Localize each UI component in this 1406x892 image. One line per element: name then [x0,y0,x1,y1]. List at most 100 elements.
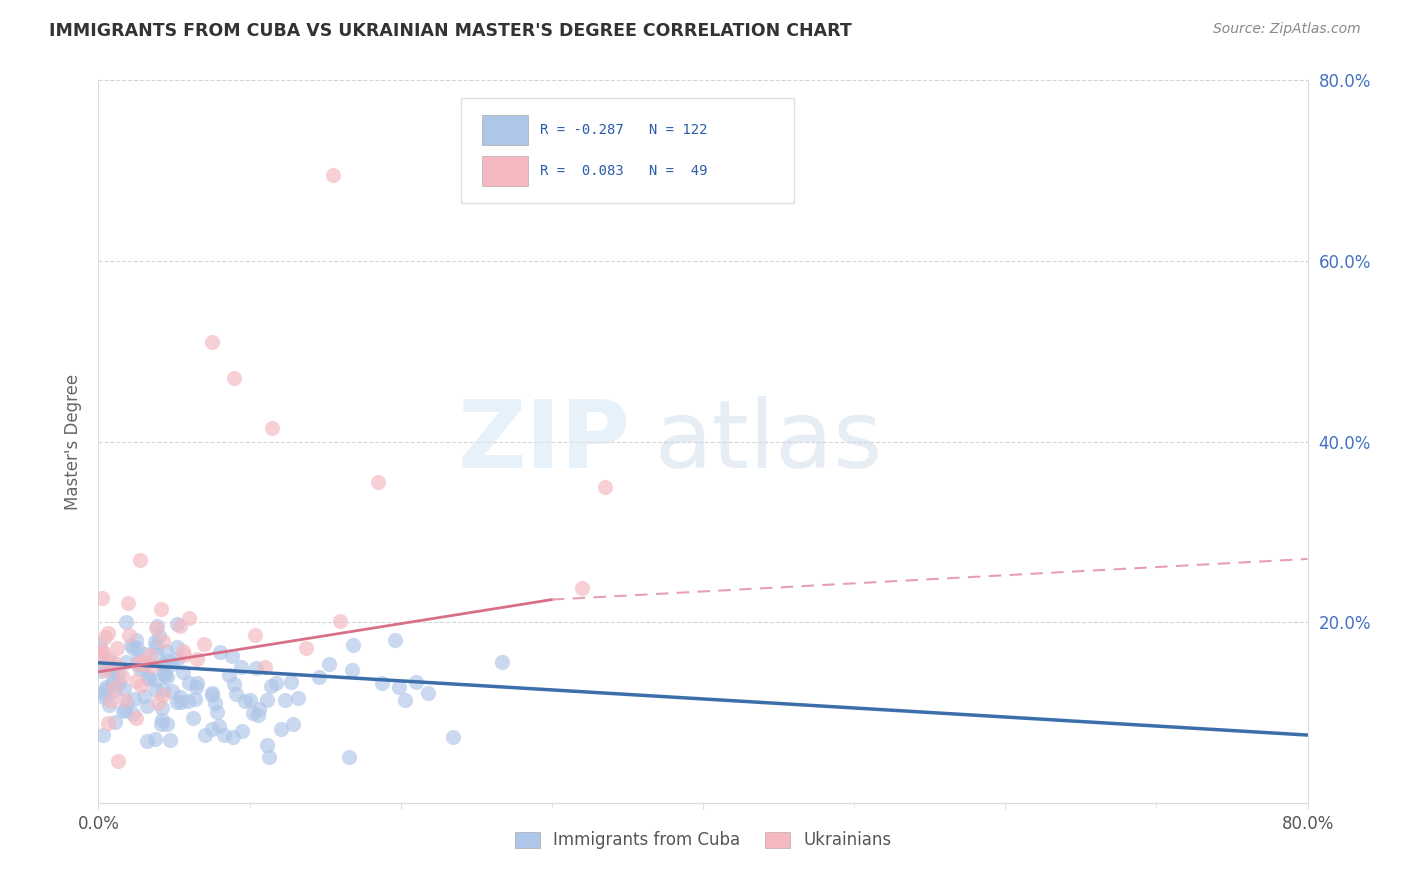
Point [145,639,167,653]
Point [160,657,183,672]
Point [166,695,188,709]
Point [224,371,246,385]
Point [143,673,166,687]
Point [172,643,194,657]
Point [94,680,117,694]
Point [201,335,224,350]
Point [388,680,411,694]
Point [384,632,406,647]
FancyBboxPatch shape [461,98,793,203]
Point [242,706,264,720]
Point [132,660,155,674]
Point [201,722,224,736]
Point [280,675,302,690]
Point [139,648,162,663]
Point [295,641,318,656]
Point [150,714,173,728]
Point [194,728,217,742]
Point [186,652,208,666]
Point [201,686,224,700]
Point [245,660,267,674]
Point [115,615,138,630]
Point [262,421,284,435]
Point [287,690,309,705]
Text: R = -0.287   N = 122: R = -0.287 N = 122 [540,123,707,137]
Point [128,552,150,566]
Point [405,675,427,690]
Point [260,680,283,694]
Point [115,655,138,669]
Point [239,693,262,707]
Point [121,638,143,652]
Point [207,705,229,719]
Point [148,629,170,643]
Point [115,696,138,710]
Point [127,641,149,656]
Point [127,653,149,667]
Point [111,704,134,718]
Point [184,680,207,694]
Point [222,730,245,744]
Legend: Immigrants from Cuba, Ukrainians: Immigrants from Cuba, Ukrainians [508,824,898,856]
Point [274,693,297,707]
Point [143,731,166,746]
Point [169,619,191,633]
Point [394,693,416,707]
Point [94,630,117,644]
Point [340,663,363,677]
Point [416,686,439,700]
Point [127,657,149,671]
Point [166,651,188,665]
Point [231,660,253,674]
Point [150,602,173,616]
Point [257,750,280,764]
Point [89,637,111,651]
Point [179,611,201,625]
Point [125,673,148,688]
Point [93,690,115,705]
Point [329,615,352,629]
Y-axis label: Master's Degree: Master's Degree [65,374,83,509]
Point [152,634,174,648]
Point [186,676,208,690]
Point [103,660,125,674]
Point [91,645,114,659]
Point [159,732,181,747]
Point [103,681,125,695]
Point [125,711,148,725]
Point [225,687,247,701]
Point [156,670,179,684]
Point [101,664,124,678]
Point [155,644,177,658]
Point [322,168,344,182]
Bar [482,156,527,186]
Point [96,653,118,667]
Point [177,676,200,690]
Point [247,702,270,716]
Point [127,656,149,670]
Point [183,711,205,725]
Point [152,665,174,680]
Point [114,703,136,717]
Point [152,688,174,702]
Point [146,696,169,710]
Text: IMMIGRANTS FROM CUBA VS UKRAINIAN MASTER'S DEGREE CORRELATION CHART: IMMIGRANTS FROM CUBA VS UKRAINIAN MASTER… [49,22,852,40]
Point [100,694,122,708]
Text: ZIP: ZIP [457,395,630,488]
Point [208,645,231,659]
Point [342,638,364,652]
Point [150,717,173,731]
Point [96,659,118,673]
Point [104,714,127,729]
Point [593,480,616,494]
Point [134,648,156,662]
Point [121,641,143,656]
Bar [482,115,527,145]
Point [221,649,243,664]
Point [91,591,114,606]
Point [270,722,292,736]
Point [143,635,166,649]
Point [108,676,131,690]
Point [125,632,148,647]
Point [254,660,277,674]
